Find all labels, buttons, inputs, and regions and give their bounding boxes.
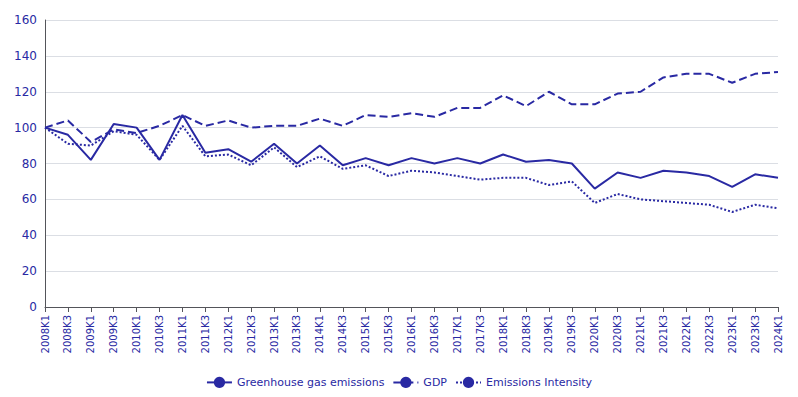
svg-text:Greenhouse gas emissions: Greenhouse gas emissions bbox=[237, 376, 385, 389]
svg-text:2014K1: 2014K1 bbox=[314, 315, 325, 353]
svg-text:2014K3: 2014K3 bbox=[337, 315, 348, 353]
svg-text:2016K1: 2016K1 bbox=[406, 315, 417, 353]
svg-text:0: 0 bbox=[29, 300, 37, 314]
svg-text:2015K3: 2015K3 bbox=[383, 315, 394, 353]
svg-text:2011K3: 2011K3 bbox=[200, 315, 211, 353]
svg-text:2020K3: 2020K3 bbox=[612, 315, 623, 353]
svg-text:160: 160 bbox=[14, 13, 37, 27]
svg-text:2012K3: 2012K3 bbox=[246, 315, 257, 353]
svg-text:120: 120 bbox=[14, 85, 37, 99]
svg-text:2022K3: 2022K3 bbox=[704, 315, 715, 353]
svg-text:2013K1: 2013K1 bbox=[269, 315, 280, 353]
svg-text:40: 40 bbox=[22, 228, 37, 242]
svg-text:2009K3: 2009K3 bbox=[108, 315, 119, 353]
svg-text:2019K3: 2019K3 bbox=[566, 315, 577, 353]
svg-text:20: 20 bbox=[22, 264, 37, 278]
svg-text:2010K1: 2010K1 bbox=[131, 315, 142, 353]
svg-text:2012K1: 2012K1 bbox=[223, 315, 234, 353]
svg-text:2024K1: 2024K1 bbox=[773, 315, 784, 353]
svg-text:2017K1: 2017K1 bbox=[452, 315, 463, 353]
svg-text:Emissions Intensity: Emissions Intensity bbox=[486, 376, 593, 389]
svg-text:2020K1: 2020K1 bbox=[589, 315, 600, 353]
svg-text:2015K1: 2015K1 bbox=[360, 315, 371, 353]
svg-text:2022K1: 2022K1 bbox=[681, 315, 692, 353]
svg-text:2023K3: 2023K3 bbox=[750, 315, 761, 353]
svg-text:2019K1: 2019K1 bbox=[543, 315, 554, 353]
svg-text:GDP: GDP bbox=[423, 376, 447, 389]
svg-text:60: 60 bbox=[22, 192, 37, 206]
svg-text:100: 100 bbox=[14, 121, 37, 135]
svg-text:80: 80 bbox=[22, 157, 37, 171]
svg-text:2018K3: 2018K3 bbox=[521, 315, 532, 353]
svg-text:140: 140 bbox=[14, 49, 37, 63]
svg-text:2021K3: 2021K3 bbox=[658, 315, 669, 353]
svg-text:2010K3: 2010K3 bbox=[154, 315, 165, 353]
svg-text:2018K1: 2018K1 bbox=[498, 315, 509, 353]
svg-text:2013K3: 2013K3 bbox=[291, 315, 302, 353]
svg-text:2009K1: 2009K1 bbox=[85, 315, 96, 353]
svg-text:2017K3: 2017K3 bbox=[475, 315, 486, 353]
svg-text:2011K1: 2011K1 bbox=[177, 315, 188, 353]
svg-text:2008K3: 2008K3 bbox=[62, 315, 73, 353]
svg-text:2023K1: 2023K1 bbox=[727, 315, 738, 353]
svg-text:2021K1: 2021K1 bbox=[635, 315, 646, 353]
svg-text:2016K3: 2016K3 bbox=[429, 315, 440, 353]
svg-text:2008K1: 2008K1 bbox=[40, 315, 51, 353]
